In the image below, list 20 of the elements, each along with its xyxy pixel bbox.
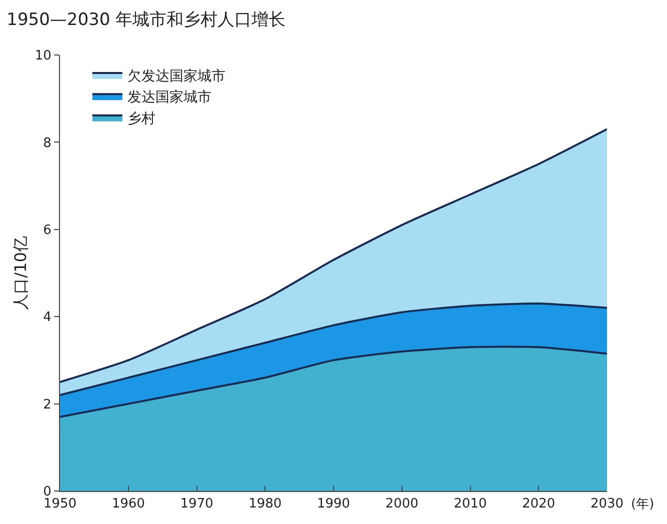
x-tick-label: 2000 [385, 496, 418, 512]
x-tick-label: 2030 [590, 496, 624, 512]
x-tick-label: 1970 [180, 496, 214, 512]
x-axis-title: (年) [631, 497, 654, 512]
x-tick-label: 1950 [43, 496, 77, 512]
legend-label: 发达国家城市 [127, 90, 212, 106]
y-tick-label: 10 [34, 48, 52, 64]
x-tick-label: 2010 [454, 496, 487, 512]
y-tick-label: 2 [43, 397, 52, 412]
y-tick-label: 6 [43, 222, 52, 238]
legend-label: 乡村 [127, 110, 156, 127]
x-tick-label: 1980 [248, 496, 282, 512]
x-tick-label: 1990 [316, 496, 350, 512]
y-tick-label: 4 [43, 310, 52, 326]
x-tick-label: 1960 [112, 496, 145, 512]
y-tick-label: 8 [43, 136, 52, 151]
x-tick-label: 2020 [522, 496, 556, 512]
chart-title: 1950—2030 年城市和乡村人口增长 [6, 10, 286, 30]
y-axis-title: 人口/10亿 [10, 236, 30, 310]
legend-label: 欠发达国家城市 [127, 68, 226, 84]
